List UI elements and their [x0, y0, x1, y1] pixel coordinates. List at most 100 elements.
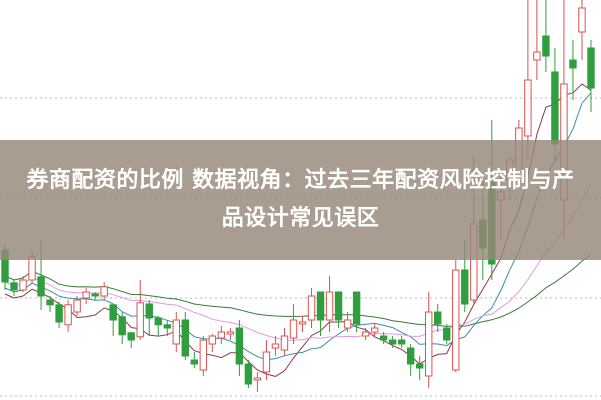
candle	[190, 352, 199, 368]
candle	[55, 302, 63, 328]
candle	[280, 328, 289, 356]
candle-body	[524, 79, 532, 137]
candle-body	[569, 59, 577, 69]
candle	[307, 288, 316, 328]
candle	[145, 300, 153, 336]
candle	[82, 288, 90, 304]
candle	[379, 332, 388, 344]
candle	[452, 260, 460, 372]
candle	[181, 312, 190, 360]
candle-body	[542, 35, 550, 57]
candle	[100, 282, 108, 300]
candle-body	[145, 303, 153, 319]
candle-body	[244, 363, 253, 385]
candle-body	[388, 339, 397, 345]
candle	[298, 316, 307, 332]
candle	[208, 334, 217, 352]
candle	[334, 291, 343, 328]
candle	[533, 0, 541, 80]
candle	[118, 312, 126, 344]
candle-body	[109, 304, 117, 321]
candle	[127, 332, 135, 348]
candle-body	[325, 291, 334, 321]
candle	[388, 336, 397, 348]
candle	[587, 40, 595, 112]
candle	[262, 340, 271, 380]
candle-body	[208, 335, 217, 345]
candle-body	[10, 282, 18, 291]
candle-body	[298, 321, 307, 325]
candle-body	[118, 316, 126, 336]
candle	[10, 280, 18, 296]
moving-average-line	[4, 83, 592, 377]
article-title: 券商配资的比例 数据视角：过去三年配资风险控制与产品设计常见误区	[26, 168, 575, 231]
candle-body	[289, 319, 298, 339]
candle-body	[91, 293, 99, 297]
candle	[361, 328, 370, 340]
candle	[199, 336, 208, 376]
candle-body	[235, 327, 244, 365]
candle-body	[127, 332, 135, 341]
candle-body	[19, 279, 27, 291]
candle-body	[136, 302, 144, 338]
candle	[289, 304, 298, 344]
candle	[91, 292, 99, 300]
candle-body	[551, 71, 559, 145]
candle-body	[64, 304, 72, 326]
candle-body	[163, 324, 171, 329]
candle	[542, 0, 550, 72]
candle	[316, 291, 325, 336]
candle	[19, 276, 27, 292]
candle-body	[370, 327, 379, 333]
candle-body	[334, 291, 343, 321]
candle-body	[316, 291, 325, 321]
candle-body	[253, 377, 262, 381]
candle-body	[443, 327, 451, 341]
candle-body	[343, 319, 352, 329]
moving-average-line	[4, 92, 592, 361]
candle-body	[172, 319, 180, 345]
candle-body	[415, 363, 424, 369]
candle-body	[37, 276, 45, 297]
candle	[73, 296, 81, 316]
candle-body	[55, 304, 63, 323]
candle	[370, 324, 379, 336]
candle-body	[217, 331, 226, 339]
candle	[217, 326, 226, 344]
candle	[271, 336, 280, 356]
candle	[235, 320, 244, 376]
candle-body	[361, 331, 370, 337]
candle-body	[199, 339, 208, 371]
candle	[64, 300, 72, 332]
candle-body	[262, 351, 271, 373]
candle-body	[181, 319, 190, 357]
candle	[46, 296, 54, 312]
candle	[163, 320, 171, 336]
candle-body	[280, 335, 289, 351]
title-banner: 券商配资的比例 数据视角：过去三年配资风险控制与产品设计常见误区	[0, 140, 601, 260]
candle-body	[226, 331, 235, 335]
candle	[415, 356, 424, 380]
candle-body	[190, 359, 199, 365]
candle-body	[452, 269, 460, 371]
candle	[524, 0, 532, 160]
candle-body	[46, 299, 54, 306]
candle	[443, 324, 451, 344]
candle-body	[82, 291, 90, 299]
candle	[226, 328, 235, 340]
candle	[425, 292, 433, 388]
candle	[397, 336, 406, 348]
candle-body	[352, 291, 361, 325]
candle	[136, 280, 144, 340]
candle	[406, 344, 415, 376]
candle	[154, 316, 162, 336]
candle-body	[425, 311, 433, 377]
candle	[343, 312, 352, 332]
candle-body	[73, 299, 81, 313]
candle	[253, 372, 262, 392]
candle-body	[271, 343, 280, 349]
candle-body	[397, 339, 406, 345]
candle-body	[379, 335, 388, 341]
candle-body	[307, 295, 316, 321]
candle-body	[406, 347, 415, 365]
